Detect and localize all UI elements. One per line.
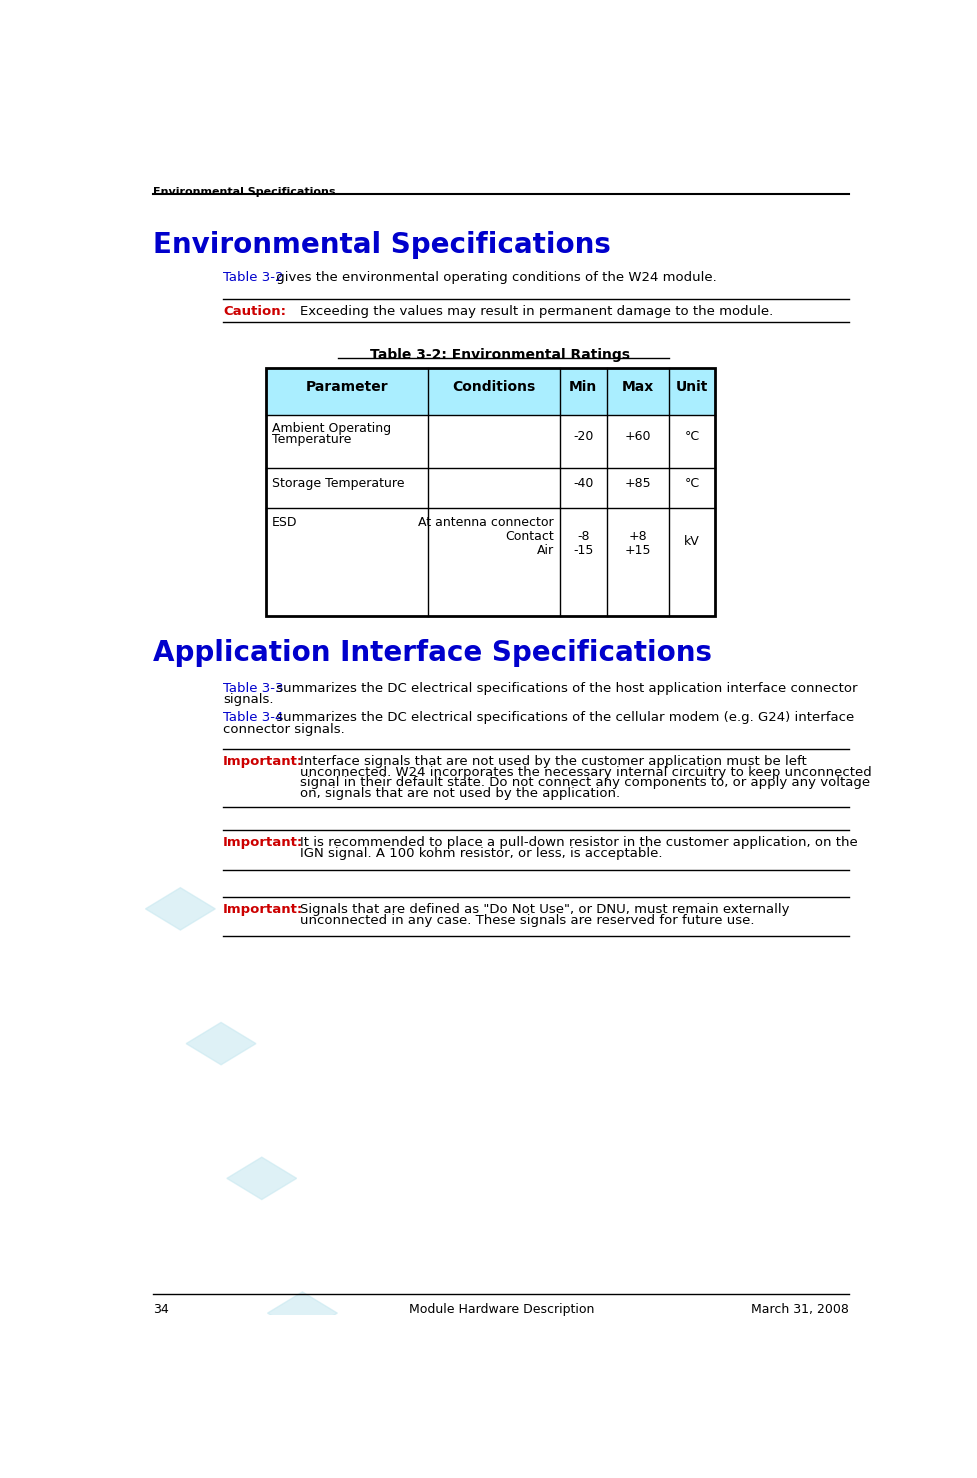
Text: Module Hardware Description: Module Hardware Description [408,1304,593,1315]
Text: ESD: ESD [272,516,297,529]
Text: IGN signal. A 100 kohm resistor, or less, is acceptable.: IGN signal. A 100 kohm resistor, or less… [300,847,662,860]
Text: Caution:: Caution: [223,304,285,318]
Text: Contact: Contact [505,531,553,542]
Text: unconnected. W24 incorporates the necessary internal circuitry to keep unconnect: unconnected. W24 incorporates the necess… [300,766,871,779]
Text: Table 3-2: Environmental Ratings: Table 3-2: Environmental Ratings [369,349,634,362]
Text: +85: +85 [623,477,651,491]
Text: Ambient Operating: Ambient Operating [272,423,391,435]
Text: on, signals that are not used by the application.: on, signals that are not used by the app… [300,788,620,800]
Text: It is recommended to place a pull-down resistor in the customer application, on : It is recommended to place a pull-down r… [300,837,858,850]
Text: Storage Temperature: Storage Temperature [272,477,404,491]
Text: kV: kV [683,535,699,548]
Text: +8: +8 [627,531,646,542]
Text: Max: Max [620,380,653,393]
Polygon shape [186,1023,256,1064]
Text: Unit: Unit [675,380,707,393]
Text: Important:: Important: [223,837,303,850]
Text: summarizes the DC electrical specifications of the host application interface co: summarizes the DC electrical specificati… [272,681,857,695]
Text: signals.: signals. [223,693,274,706]
Text: Table 3-2: Table 3-2 [223,272,283,284]
Text: At antenna connector: At antenna connector [418,516,553,529]
Bar [266,368,714,616]
Text: Air: Air [536,544,553,557]
Text: +15: +15 [623,544,651,557]
Text: connector signals.: connector signals. [223,723,345,736]
Text: -8: -8 [576,531,589,542]
Text: +60: +60 [623,430,651,443]
Text: gives the environmental operating conditions of the W24 module.: gives the environmental operating condit… [272,272,716,284]
Text: Important:: Important: [223,903,303,916]
Text: 34: 34 [153,1304,169,1315]
Bar [266,368,714,414]
Polygon shape [268,1292,337,1335]
Text: unconnected in any case. These signals are reserved for future use.: unconnected in any case. These signals a… [300,915,754,927]
Text: Temperature: Temperature [272,433,351,446]
Text: summarizes the DC electrical specifications of the cellular modem (e.g. G24) int: summarizes the DC electrical specificati… [272,711,853,724]
Text: signal in their default state. Do not connect any components to, or apply any vo: signal in their default state. Do not co… [300,776,870,789]
Text: Environmental Specifications: Environmental Specifications [153,186,335,197]
Text: -40: -40 [573,477,593,491]
Text: Table 3-3: Table 3-3 [223,681,283,695]
Text: March 31, 2008: March 31, 2008 [750,1304,848,1315]
Text: Table 3-4: Table 3-4 [223,711,283,724]
Text: Interface signals that are not used by the customer application must be left: Interface signals that are not used by t… [300,755,806,769]
Text: °C: °C [684,477,699,491]
Text: Min: Min [569,380,597,393]
Text: Environmental Specifications: Environmental Specifications [153,231,611,259]
Text: °C: °C [684,430,699,443]
Text: Conditions: Conditions [452,380,535,393]
Text: -20: -20 [573,430,593,443]
Text: Important:: Important: [223,755,303,769]
Text: Application Interface Specifications: Application Interface Specifications [153,640,711,668]
Text: Exceeding the values may result in permanent damage to the module.: Exceeding the values may result in perma… [300,304,773,318]
Text: Parameter: Parameter [306,380,388,393]
Text: Signals that are defined as "Do Not Use", or DNU, must remain externally: Signals that are defined as "Do Not Use"… [300,903,789,916]
Polygon shape [146,888,215,930]
Text: -15: -15 [573,544,593,557]
Polygon shape [227,1157,296,1200]
